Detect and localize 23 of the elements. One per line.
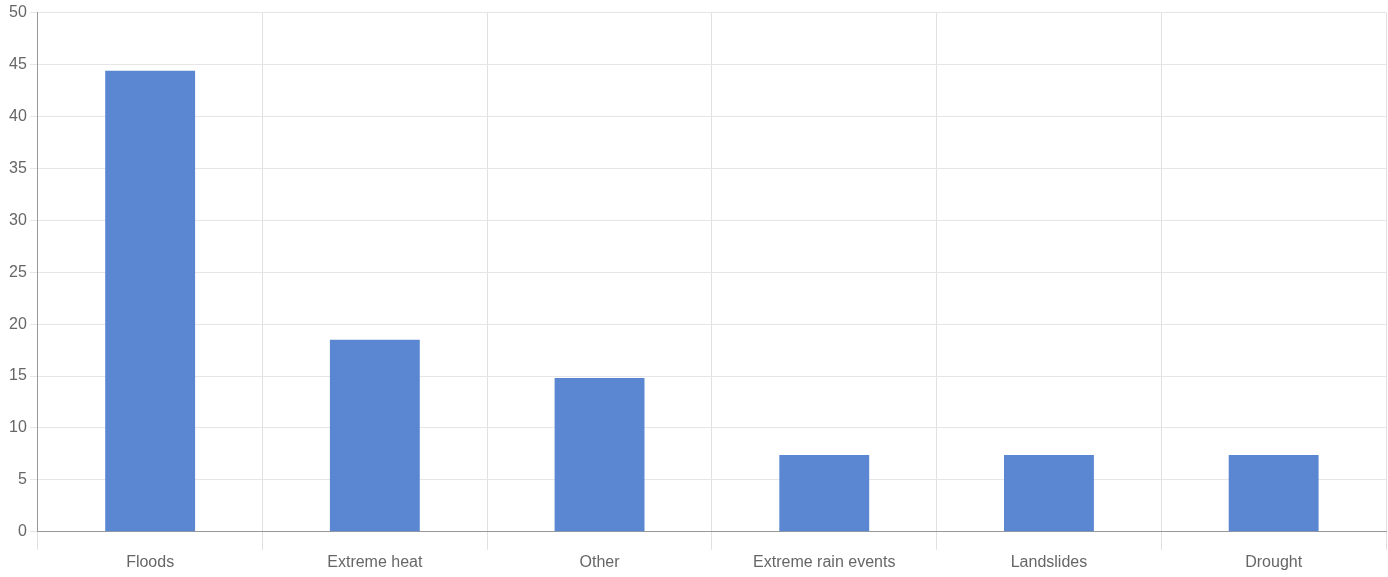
y-tick-label: 45 [9, 54, 27, 72]
x-tick-label: Floods [126, 552, 175, 570]
y-tick-label: 50 [9, 3, 27, 21]
x-tick-label: Extreme heat [327, 552, 423, 570]
y-tick-label: 10 [9, 418, 27, 436]
x-tick-label: Other [579, 552, 621, 570]
y-tick-label: 5 [17, 470, 27, 488]
x-tick-label: Drought [1245, 552, 1303, 570]
y-tick-label: 30 [9, 210, 27, 228]
y-tick-label: 20 [9, 314, 27, 332]
bar [779, 454, 870, 532]
y-tick-label: 35 [9, 158, 27, 176]
y-tick-label: 0 [17, 522, 27, 540]
y-tick-label: 25 [9, 262, 27, 280]
x-tick-label: Landslides [1010, 552, 1088, 570]
bar [105, 70, 196, 532]
y-tick-label: 40 [9, 106, 27, 124]
x-tick-label: Extreme rain events [753, 552, 896, 570]
bar [1004, 454, 1094, 532]
bar [329, 339, 420, 532]
y-tick-label: 15 [9, 366, 27, 384]
bar [1228, 454, 1319, 532]
bar [554, 378, 645, 532]
